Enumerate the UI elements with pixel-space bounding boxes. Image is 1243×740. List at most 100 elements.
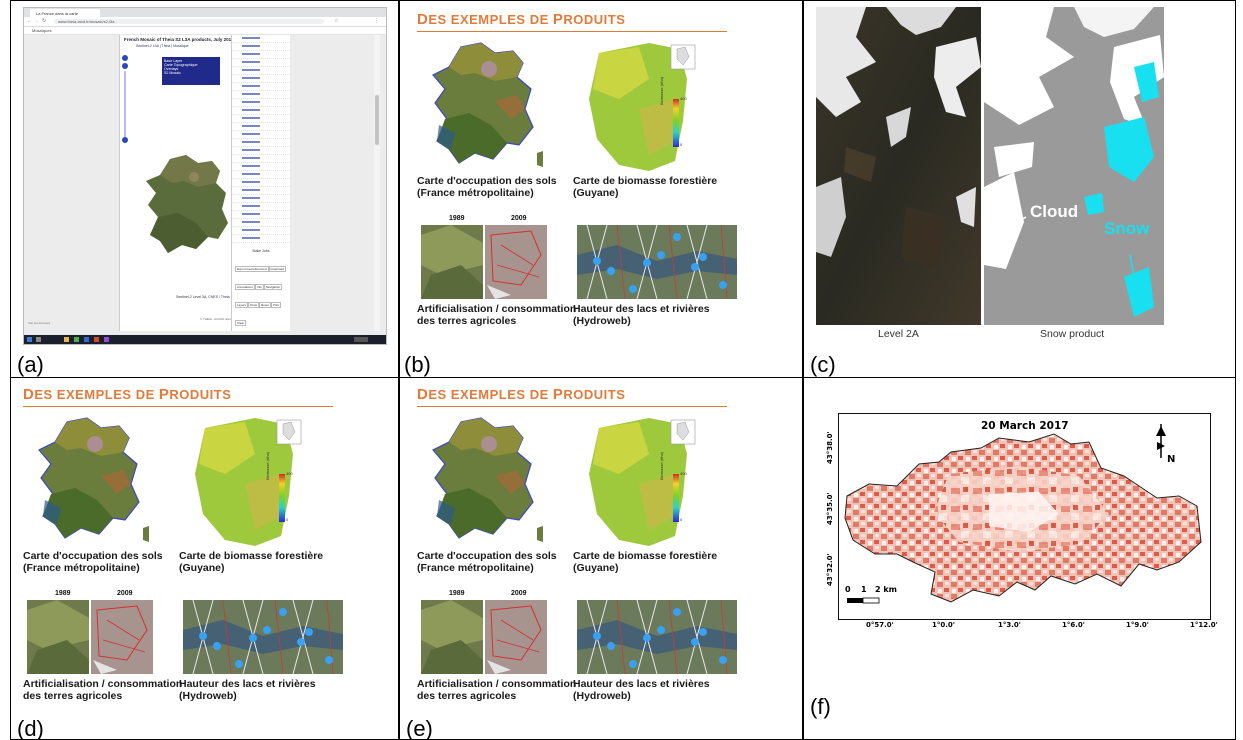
sidebar-layer-row[interactable] bbox=[232, 211, 290, 219]
sidebar-layer-row[interactable] bbox=[232, 195, 290, 203]
zoom-rail[interactable] bbox=[124, 71, 126, 137]
sidebar-layer-row[interactable] bbox=[232, 147, 290, 155]
sidebar-layer-label bbox=[242, 181, 260, 183]
caption-line: Carte d'occupation des sols bbox=[417, 550, 557, 562]
sidebar-button[interactable]: Download bbox=[268, 266, 286, 272]
sidebar-layer-row[interactable] bbox=[232, 115, 290, 123]
sidebar-layer-label bbox=[242, 205, 260, 207]
x-tick: 1°12.0' bbox=[1190, 621, 1218, 629]
legend-min: 0 bbox=[286, 517, 289, 522]
menu-icon[interactable]: ⋮ bbox=[374, 18, 379, 24]
sidebar-layer-row[interactable] bbox=[232, 67, 290, 75]
map-frame: 20 March 2017 N 0 1 2 km bbox=[838, 413, 1211, 620]
sidebar-layer-row[interactable] bbox=[232, 179, 290, 187]
sidebar-button[interactable]: Draw bbox=[248, 302, 260, 308]
sidebar-layer-row[interactable] bbox=[232, 163, 290, 171]
caption-line: Carte de biomasse forestière bbox=[573, 550, 718, 562]
map-viewer[interactable]: French Mosaic of Theia S2 L3A products, … bbox=[119, 35, 242, 331]
sidebar-layer-row[interactable] bbox=[232, 35, 290, 43]
sidebar-layer-row[interactable] bbox=[232, 203, 290, 211]
sidebar-layer-row[interactable] bbox=[232, 59, 290, 67]
sidebar-button[interactable]: Reset bbox=[259, 302, 271, 308]
sidebar-layer-row[interactable] bbox=[232, 51, 290, 59]
sidebar-layer-label bbox=[242, 45, 260, 47]
browser-tab-title: La France dans la carte bbox=[36, 11, 79, 16]
forward-icon[interactable]: → bbox=[34, 18, 39, 24]
guyane-biomass-map bbox=[589, 43, 696, 171]
sidebar-button[interactable]: Navigation bbox=[263, 284, 283, 290]
north-arrow-icon bbox=[1156, 424, 1166, 458]
app-icon[interactable] bbox=[104, 337, 109, 342]
start-icon[interactable] bbox=[27, 337, 32, 342]
sidebar-layer-label bbox=[242, 61, 260, 63]
scrollbar-thumb[interactable] bbox=[375, 95, 379, 145]
sidebar-layer-row[interactable] bbox=[232, 43, 290, 51]
page-scrollbar[interactable] bbox=[374, 35, 380, 331]
caption-line: (Guyane) bbox=[573, 187, 619, 199]
layer-switcher[interactable]: Base Layer Carte Topographique Overlays … bbox=[162, 57, 220, 85]
mail-icon[interactable] bbox=[84, 337, 89, 342]
layer-switcher-item: Overlays bbox=[164, 67, 179, 71]
sidebar-layer-row[interactable] bbox=[232, 83, 290, 91]
back-icon[interactable]: ← bbox=[27, 18, 32, 24]
sidebar-layer-label bbox=[242, 157, 260, 159]
layer-switcher-item[interactable]: S2 Mosaic bbox=[164, 71, 181, 75]
sidebar-layer-row[interactable] bbox=[232, 91, 290, 99]
page-footer-link[interactable]: Voir les données bbox=[28, 321, 51, 325]
map-credit[interactable]: Sentinel-2 Level 3A, CNES / Theia bbox=[176, 295, 230, 299]
sidebar-layer-row[interactable] bbox=[232, 219, 290, 227]
web-page: French Mosaic of Theia S2 L3A products, … bbox=[24, 35, 386, 335]
sidebar-layer-row[interactable] bbox=[232, 139, 290, 147]
legend-min: 0 bbox=[680, 142, 683, 147]
sidebar-layer-label bbox=[242, 85, 260, 87]
files-icon[interactable] bbox=[64, 337, 69, 342]
sidebar-layer-row[interactable] bbox=[232, 171, 290, 179]
scalebar-bar bbox=[847, 598, 863, 603]
sidebar-button[interactable]: Info bbox=[254, 284, 264, 290]
zoom-slider[interactable] bbox=[122, 55, 128, 145]
sidebar-button[interactable]: Export Georeferenced bbox=[235, 266, 269, 272]
caption-line: des terres agricoles bbox=[417, 315, 517, 327]
slide-title: DES EXEMPLES DE PRODUITS bbox=[417, 11, 625, 28]
caption-artificialisation: Artificialisation / consommation des ter… bbox=[417, 678, 576, 702]
app-icon[interactable] bbox=[94, 337, 99, 342]
sidebar-layer-row[interactable] bbox=[232, 155, 290, 163]
zoom-out-icon[interactable] bbox=[122, 137, 128, 143]
legend-label: Biomasse (t/ha) bbox=[659, 451, 664, 480]
sidebar-layer-row[interactable] bbox=[232, 131, 290, 139]
browser-tab[interactable]: La France dans la carte bbox=[30, 9, 100, 17]
biomass-legend-bar bbox=[279, 474, 285, 522]
bookmark-bar: Mosaïques bbox=[24, 27, 386, 35]
pan-icon[interactable] bbox=[122, 63, 128, 69]
star-icon[interactable]: ☆ bbox=[334, 18, 339, 24]
browser-window: La France dans la carte ← → ↻ www.theia-… bbox=[23, 7, 387, 345]
sidebar-button[interactable]: Print bbox=[270, 302, 282, 308]
sidebar-button[interactable]: Annotations bbox=[235, 284, 255, 290]
caption-line: (France métropolitaine) bbox=[417, 562, 534, 574]
search-icon[interactable] bbox=[36, 337, 41, 342]
url-field[interactable]: www.theia-land.fr/mosaic/s2-l3a bbox=[54, 19, 324, 24]
sidebar-button[interactable]: Layers bbox=[235, 302, 249, 308]
sidebar-layer-row[interactable] bbox=[232, 187, 290, 195]
sidebar-layer-label bbox=[242, 101, 260, 103]
sidebar-layer-row[interactable] bbox=[232, 99, 290, 107]
sidebar-layer-row[interactable] bbox=[232, 75, 290, 83]
sidebar-layer-row[interactable] bbox=[232, 235, 290, 243]
zoom-in-icon[interactable] bbox=[122, 55, 128, 61]
biomass-legend-bar bbox=[673, 99, 679, 147]
sidebar-layer-row[interactable] bbox=[232, 107, 290, 115]
caption-line: Carte d'occupation des sols bbox=[417, 175, 557, 187]
hydroweb-tracks-image bbox=[577, 600, 737, 674]
layer-switcher-item[interactable]: Carte Topographique bbox=[164, 63, 198, 67]
reload-icon[interactable]: ↻ bbox=[42, 18, 47, 24]
caption-landcover: Carte d'occupation des sols (France métr… bbox=[417, 550, 557, 574]
panel-letter-b: (b) bbox=[404, 352, 431, 377]
bookmark-item[interactable]: Mosaïques bbox=[32, 28, 52, 33]
sidebar-button[interactable]: Clear bbox=[235, 320, 247, 326]
caption-line: Artificialisation / consommation bbox=[417, 678, 577, 690]
browser-icon[interactable] bbox=[74, 337, 79, 342]
sidebar-layer-row[interactable] bbox=[232, 227, 290, 235]
slide-title: DES EXEMPLES DE PRODUITS bbox=[23, 386, 231, 403]
sidebar-layer-row[interactable] bbox=[232, 123, 290, 131]
